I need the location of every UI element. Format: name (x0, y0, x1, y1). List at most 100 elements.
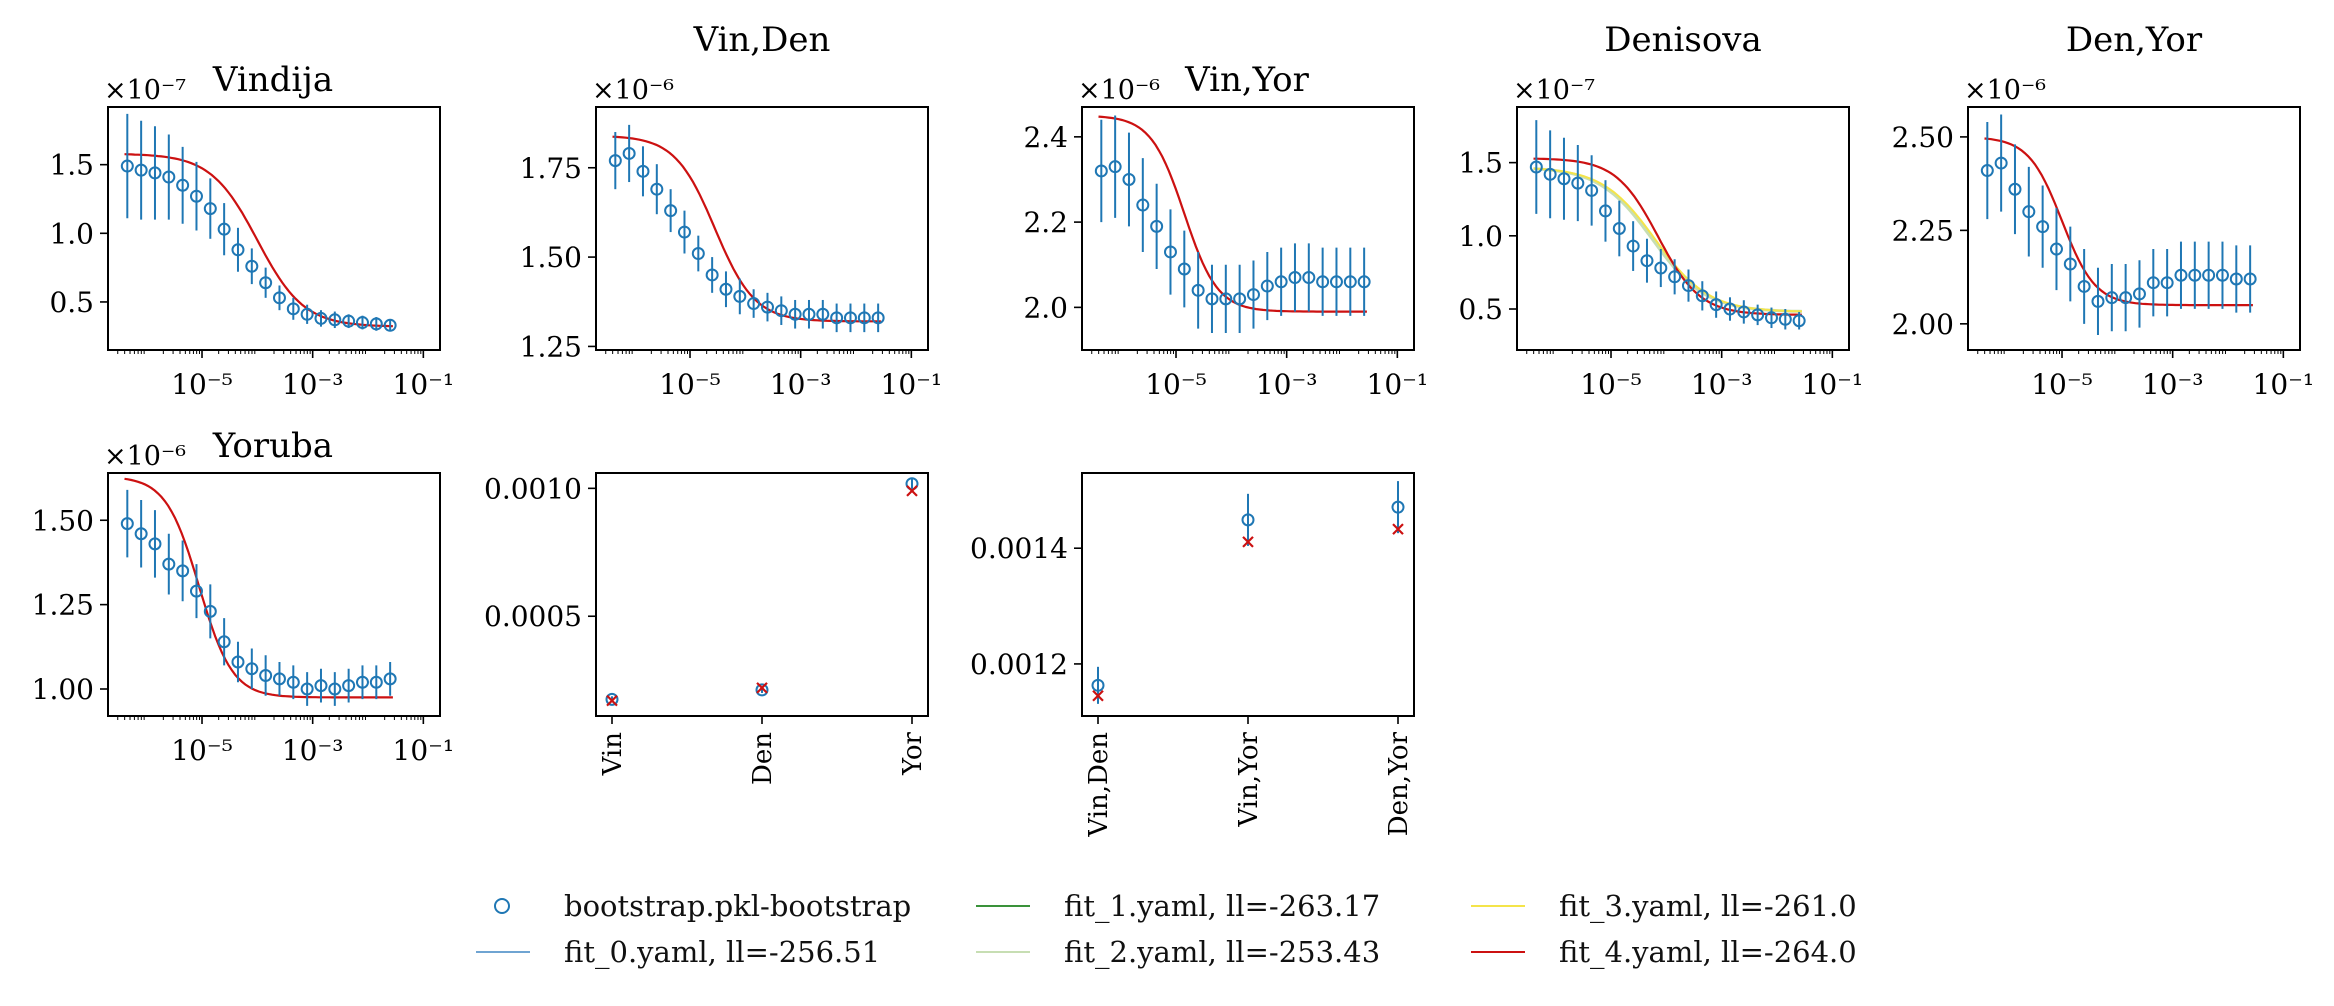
y-tick-label: 1.75 (520, 152, 582, 185)
x-tick-label: 10⁻³ (282, 368, 344, 401)
bootstrap-point (1357, 275, 1371, 289)
offset-scale-label: ×10⁻⁷ (104, 75, 186, 106)
legend-label: fit_3.yaml, ll=-261.0 (1559, 889, 1857, 923)
bootstrap-point (1557, 172, 1571, 186)
subplot-vin-den: 1.25 1.50 1.75 10⁻⁵ 10⁻³ 10⁻¹ Vin,Den ×10⁻⁶ (520, 20, 943, 401)
fit-3-curve (1533, 167, 1802, 313)
bootstrap-point (286, 675, 300, 689)
x-tick-label: 10⁻³ (1691, 368, 1753, 401)
x-tick-label: 10⁻¹ (1367, 368, 1429, 401)
fit-4-marker (1242, 536, 1254, 548)
x-tick-label: 10⁻³ (770, 368, 832, 401)
y-tick-label: 1.50 (32, 504, 94, 537)
bootstrap-point (802, 307, 816, 321)
subplot-denisova: 0.5 1.0 1.5 10⁻⁵ 10⁻³ 10⁻¹ Denisova ×10⁻⁷ (1458, 20, 1863, 401)
fit-4-marker (906, 485, 918, 497)
fit-4-curve (1533, 157, 1802, 316)
bootstrap-point (1122, 172, 1136, 186)
bootstrap-point (664, 204, 678, 218)
bootstrap-point (2215, 268, 2229, 282)
bootstrap-point (1751, 308, 1765, 322)
subplot-title: Vin,Den (693, 20, 831, 60)
subplot-title: Vin,Yor (1184, 60, 1309, 100)
x-tick-label: Vin,Yor (1234, 731, 1264, 827)
axes-frame (107, 106, 441, 351)
bootstrap-point (355, 675, 369, 689)
bootstrap-point (1150, 219, 1164, 233)
bootstrap-point (1177, 262, 1191, 276)
bootstrap-point (189, 189, 203, 203)
x-tick-label: Den (748, 732, 778, 785)
bootstrap-point (1094, 164, 1108, 178)
bootstrap-point (691, 247, 705, 261)
bootstrap-point (217, 222, 231, 236)
legend-label: fit_0.yaml, ll=-256.51 (564, 935, 881, 969)
bootstrap-point (1274, 275, 1288, 289)
x-tick-label: 10⁻⁵ (659, 368, 721, 401)
bootstrap-point (1233, 292, 1247, 306)
legend-entry-fit-0: fit_0.yaml, ll=-256.51 (470, 930, 880, 974)
bootstrap-point (2243, 272, 2257, 286)
bootstrap-point (272, 672, 286, 686)
bootstrap-point (272, 291, 286, 305)
y-tick-label: 0.5 (1458, 293, 1503, 326)
y-tick-label: 2.00 (1892, 308, 1954, 341)
bootstrap-point (816, 307, 830, 321)
subplot-het-single: 0.0005 0.0010 Vin Den Yor (484, 472, 929, 785)
axes-frame (595, 472, 929, 717)
bootstrap-point (217, 635, 231, 649)
bootstrap-point (1612, 222, 1626, 235)
bootstrap-point (245, 259, 259, 273)
bootstrap-point (2022, 205, 2036, 219)
bootstrap-point (231, 243, 245, 257)
bootstrap-point (369, 675, 383, 689)
bootstrap-point (650, 182, 664, 196)
y-tick-label: 1.0 (49, 217, 94, 250)
y-tick-label: 2.50 (1892, 121, 1954, 154)
y-tick-label: 0.0005 (484, 600, 582, 633)
bootstrap-point (134, 163, 148, 177)
bootstrap-point (871, 311, 885, 325)
bootstrap-point (1778, 312, 1792, 326)
bootstrap-marker-icon (470, 896, 536, 916)
bootstrap-point (760, 300, 774, 314)
x-tick-label: 10⁻¹ (393, 734, 455, 767)
fit-4-curve (1098, 115, 1367, 313)
bootstrap-point (1241, 513, 1255, 527)
bootstrap-point (608, 154, 622, 168)
bootstrap-point (1343, 275, 1357, 289)
y-tick-label: 1.5 (1458, 147, 1503, 180)
y-tick-label: 0.0014 (970, 532, 1068, 565)
bootstrap-point (2077, 279, 2091, 293)
x-tick-label: 10⁻¹ (1802, 368, 1864, 401)
bootstrap-point (2119, 291, 2133, 305)
fit-4-marker (606, 694, 618, 707)
bootstrap-point (2091, 294, 2105, 308)
bootstrap-point (134, 527, 148, 541)
bootstrap-point (1529, 160, 1543, 174)
fit-4-curve (612, 135, 881, 323)
fit-4-curve (124, 477, 393, 699)
bootstrap-point (1598, 204, 1612, 218)
legend-entry-fit-3: fit_3.yaml, ll=-261.0 (1465, 884, 1857, 928)
bootstrap-point (1737, 305, 1751, 319)
bootstrap-point (622, 146, 636, 160)
bootstrap-point (1764, 311, 1778, 325)
fit-4-marker (1392, 523, 1404, 535)
bootstrap-point (636, 164, 650, 178)
x-tick-label: 10⁻¹ (2253, 368, 2315, 401)
bootstrap-point (300, 307, 314, 321)
bootstrap-point (1543, 167, 1557, 181)
bootstrap-point (830, 311, 844, 325)
legend-entry-fit-2: fit_2.yaml, ll=-253.43 (970, 930, 1380, 974)
bootstrap-point (1260, 279, 1274, 293)
bootstrap-point (2132, 287, 2146, 301)
bootstrap-point (1391, 500, 1405, 514)
bootstrap-point (1585, 183, 1599, 197)
subplot-title: Yoruba (212, 426, 333, 466)
bootstrap-point (1091, 678, 1105, 692)
legend-entry-bootstrap: bootstrap.pkl-bootstrap (470, 884, 911, 928)
bootstrap-point (342, 314, 356, 328)
bootstrap-point (1288, 271, 1302, 285)
